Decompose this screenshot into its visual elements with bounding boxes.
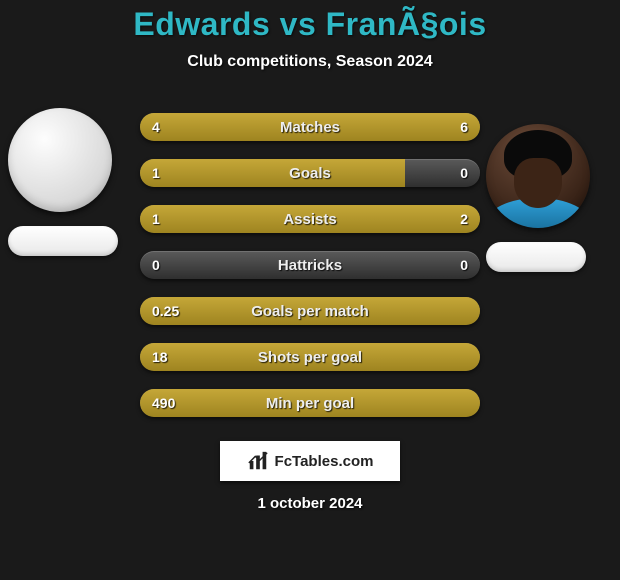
- stat-row: 0.25Goals per match: [140, 297, 480, 325]
- stat-label: Min per goal: [140, 389, 480, 417]
- stat-label: Hattricks: [140, 251, 480, 279]
- stat-row: 46Matches: [140, 113, 480, 141]
- brand-badge: FcTables.com: [220, 441, 400, 481]
- stat-label: Matches: [140, 113, 480, 141]
- date-text: 1 october 2024: [257, 495, 362, 512]
- stat-label: Goals per match: [140, 297, 480, 325]
- stats-container: 46Matches 10Goals 12Assists 00Hattricks 0.25…: [0, 113, 620, 417]
- stat-row: 10Goals: [140, 159, 480, 187]
- stat-row: 490Min per goal: [140, 389, 480, 417]
- stat-label: Goals: [140, 159, 480, 187]
- stat-label: Assists: [140, 205, 480, 233]
- subtitle: Club competitions, Season 2024: [187, 53, 432, 71]
- stat-row: 00Hattricks: [140, 251, 480, 279]
- page-title: Edwards vs FranÃ§ois: [133, 6, 486, 43]
- stat-row: 12Assists: [140, 205, 480, 233]
- chart-icon: [247, 450, 269, 472]
- stat-label: Shots per goal: [140, 343, 480, 371]
- stat-row: 18Shots per goal: [140, 343, 480, 371]
- brand-text: FcTables.com: [275, 453, 374, 470]
